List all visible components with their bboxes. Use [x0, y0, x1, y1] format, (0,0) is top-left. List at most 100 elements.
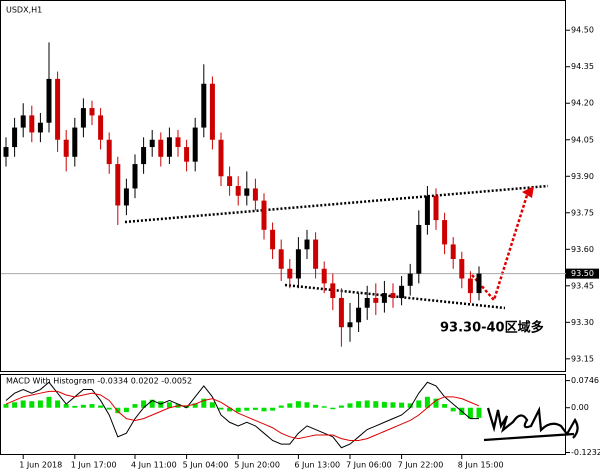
histogram-bar: [416, 400, 422, 408]
histogram-bar: [235, 407, 241, 413]
y-tick-label: 93.45: [571, 281, 594, 290]
histogram-bar: [46, 396, 52, 408]
candle-body: [356, 307, 362, 323]
annotation: 93.30-40区域多: [440, 320, 544, 336]
candle-body: [166, 137, 172, 157]
candle-body: [424, 195, 430, 225]
candle-body: [476, 273, 482, 294]
histogram-bar: [115, 407, 121, 414]
histogram-bar: [20, 400, 26, 408]
histogram-bar: [106, 407, 112, 410]
support-line: [284, 283, 506, 310]
candle-body: [467, 278, 473, 294]
histogram-bar: [218, 407, 224, 410]
x-tick-label: 5 Jun 20:00: [234, 461, 280, 470]
histogram-bar: [321, 406, 327, 408]
candle-body: [433, 195, 439, 221]
histogram-bar: [29, 401, 35, 408]
y-tick-label: 94.05: [571, 135, 594, 144]
histogram-bar: [37, 400, 43, 408]
histogram-bar: [356, 401, 362, 408]
histogram-bar: [80, 404, 86, 408]
candle-body: [416, 224, 422, 274]
histogram-bar: [201, 398, 207, 408]
histogram-bar: [98, 405, 104, 408]
candle-body: [347, 322, 353, 328]
histogram-bar: [450, 407, 456, 412]
candle-body: [46, 78, 52, 123]
candle-body: [158, 139, 164, 157]
histogram-bar: [244, 407, 250, 411]
histogram-bar: [407, 403, 413, 408]
histogram-bar: [295, 401, 301, 408]
y-tick-label: 0.0746: [571, 376, 599, 385]
candle-body: [80, 108, 86, 128]
y-tick-label: 0.00: [571, 403, 589, 412]
candle-body: [192, 127, 198, 162]
histogram-bar: [72, 405, 78, 408]
macd-title: MACD With Histogram -0.0334 0.0202 -0.00…: [6, 377, 192, 386]
candle-body: [407, 273, 413, 286]
histogram-bar: [287, 403, 293, 408]
candle-body: [459, 259, 465, 279]
histogram-bar: [390, 402, 396, 408]
histogram-bar: [347, 403, 353, 408]
candle-body: [450, 244, 456, 260]
candle-body: [295, 249, 301, 279]
candle-body: [287, 268, 293, 279]
candle-body: [115, 164, 121, 206]
histogram-bar: [252, 407, 258, 410]
histogram-bar: [55, 400, 61, 408]
histogram-bar: [270, 407, 276, 411]
candle-body: [3, 147, 9, 157]
candle-body: [364, 297, 370, 308]
candle-body: [381, 293, 387, 303]
candle-body: [321, 268, 327, 284]
candle-body: [55, 78, 61, 140]
chart-title: USDX,H1: [6, 6, 42, 15]
main-frame: [0, 0, 566, 372]
candle-body: [390, 293, 396, 298]
candle-body: [227, 176, 233, 186]
y-tick-label: 94.35: [571, 62, 594, 71]
histogram-bar: [424, 396, 430, 408]
histogram-bar: [261, 407, 267, 412]
histogram-bar: [192, 403, 198, 408]
candle-body: [20, 115, 26, 128]
candle-body: [141, 147, 147, 165]
y-tick-label: 93.90: [571, 172, 594, 181]
histogram-bar: [399, 402, 405, 408]
candle-body: [72, 127, 78, 157]
y-tick-label: 93.15: [571, 354, 594, 363]
candle-body: [252, 188, 258, 201]
histogram-bar: [313, 404, 319, 408]
current-price-box: [566, 268, 599, 279]
histogram-bar: [63, 404, 69, 408]
candle-body: [201, 83, 207, 128]
candle-body: [442, 220, 448, 245]
histogram-bar: [467, 407, 473, 419]
signature: [483, 406, 579, 442]
candle-body: [63, 139, 69, 157]
candle-body: [373, 297, 379, 303]
histogram-bar: [381, 401, 387, 408]
candle-body: [149, 139, 155, 148]
y-tick-label: 94.20: [571, 99, 594, 108]
candle-body: [218, 139, 224, 177]
histogram-bar: [12, 402, 18, 408]
y-tick-label: -0.1232: [571, 448, 600, 457]
candle-body: [209, 83, 215, 140]
y-tick-label: 93.30: [571, 318, 594, 327]
histogram-bar: [89, 404, 95, 408]
histogram-bar: [476, 407, 482, 418]
x-tick-label: 1 Jun 2018: [19, 461, 62, 470]
histogram-bar: [132, 404, 138, 408]
histogram-bar: [141, 400, 147, 408]
candle-body: [89, 108, 95, 116]
histogram-bar: [433, 398, 439, 408]
candle-body: [98, 115, 104, 140]
x-tick-label: 1 Jun 17:00: [71, 461, 117, 470]
y-tick-label: 93.75: [571, 208, 594, 217]
candle-body: [244, 188, 250, 196]
